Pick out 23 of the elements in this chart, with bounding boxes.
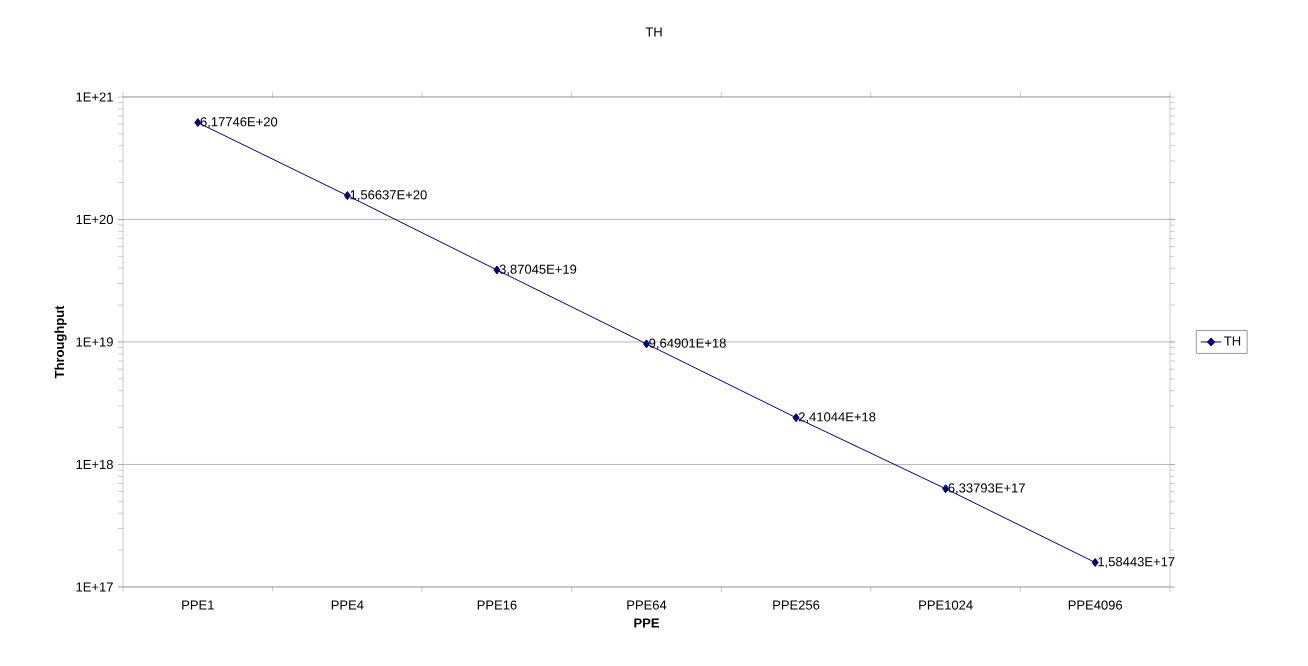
data-label: 3,87045E+19	[499, 264, 577, 276]
data-label: 1,58443E+17	[1098, 557, 1175, 568]
data-label: 2,41044E+18	[798, 412, 876, 424]
y-tick-label: 1E+19	[76, 337, 113, 347]
y-tick-label: 1E+17	[76, 582, 113, 592]
x-tick-label: PPE4096	[1068, 600, 1123, 610]
y-tick-label: 1E+21	[76, 92, 113, 102]
y-axis-title: Throughput	[54, 305, 67, 379]
x-tick-label: PPE16	[477, 600, 517, 610]
x-tick-label: PPE256	[773, 600, 820, 610]
x-tick-label: PPE4	[331, 600, 364, 610]
y-tick-label: 1E+20	[76, 214, 113, 225]
data-label: 1,56637E+20	[350, 190, 427, 201]
x-tick-label: PPE1	[182, 600, 214, 610]
x-tick-label: PPE64	[627, 600, 667, 610]
y-tick-label: 1E+18	[76, 459, 113, 470]
legend-label: TH	[1224, 336, 1241, 346]
chart-title: TH	[645, 27, 662, 37]
x-tick-label: PPE1024	[919, 600, 973, 610]
data-label: 6,33793E+17	[948, 483, 1025, 495]
x-axis-title: PPE	[634, 618, 659, 628]
data-label: 9,64901E+18	[649, 338, 726, 350]
data-label: 6,17746E+20	[200, 117, 278, 128]
